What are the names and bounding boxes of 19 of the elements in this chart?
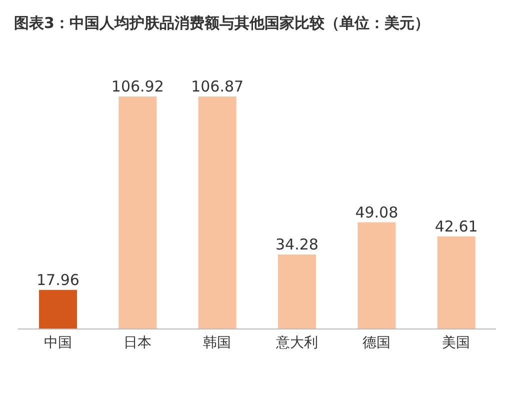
data-label: 106.92 (111, 77, 164, 96)
data-label: 42.61 (434, 217, 478, 236)
x-tick-label: 德国 (362, 334, 390, 351)
chart-title: 图表3：中国人均护肤品消费额与其他国家比较（单位：美元） (13, 13, 430, 34)
x-tick-label: 意大利 (274, 334, 318, 351)
bar (278, 254, 316, 329)
data-label: 49.08 (355, 203, 398, 222)
bar (358, 222, 396, 329)
bar (39, 290, 77, 329)
data-label: 106.87 (191, 78, 244, 96)
data-label: 34.28 (276, 235, 318, 254)
x-tick-label: 韩国 (203, 334, 232, 351)
data-label: 17.96 (36, 270, 80, 289)
bar (118, 96, 157, 329)
x-tick-label: 美国 (442, 334, 470, 351)
bar (198, 96, 236, 329)
x-tick-label: 中国 (44, 334, 72, 351)
bar (437, 236, 476, 329)
x-tick-label: 日本 (124, 334, 152, 351)
